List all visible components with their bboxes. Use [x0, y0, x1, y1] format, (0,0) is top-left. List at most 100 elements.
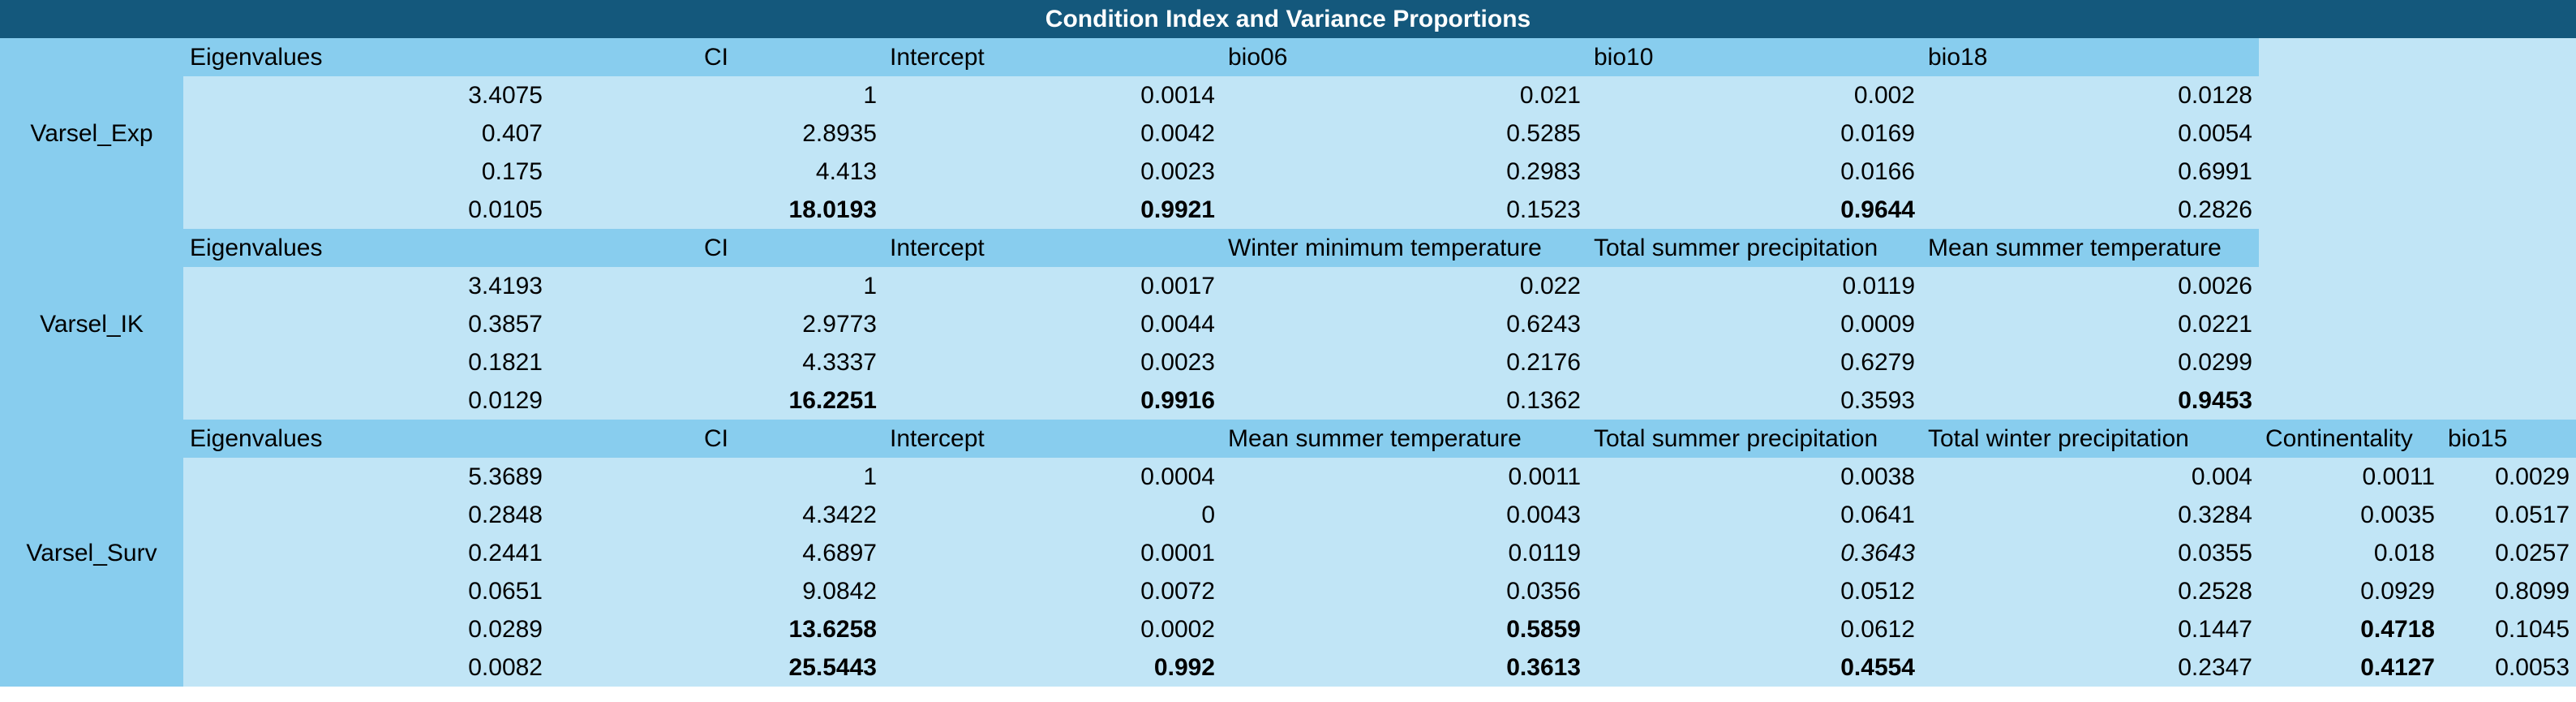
column-header: Eigenvalues	[183, 229, 549, 267]
empty-cell	[2259, 381, 2441, 420]
table-cell: 3.4193	[183, 267, 549, 305]
table-cell: 0.2983	[1221, 153, 1587, 191]
empty-cell	[2259, 305, 2441, 343]
table-cell: 0.5859	[1221, 610, 1587, 648]
column-header: Total summer precipitation	[1587, 420, 1921, 458]
table-cell: 0	[883, 496, 1221, 534]
table-cell: 0.6243	[1221, 305, 1587, 343]
table-cell: 0.0023	[883, 343, 1221, 381]
column-header: Eigenvalues	[183, 420, 549, 458]
empty-cell	[2441, 267, 2576, 305]
table-cell: 0.1447	[1921, 610, 2259, 648]
table-row: 0.2441 4.6897 0.0001 0.0119 0.3643 0.0355 0.01…	[0, 534, 2576, 572]
empty-cell	[2441, 76, 2576, 114]
table-cell: 0.0002	[883, 610, 1221, 648]
table-cell: 4.3337	[549, 343, 883, 381]
table-row: 0.2848 4.3422 0 0.0043 0.0641 0.3284 0.0035 0.0…	[0, 496, 2576, 534]
table-cell: 0.0105	[183, 191, 549, 229]
table-cell: 9.0842	[549, 572, 883, 610]
table-cell: 0.021	[1221, 76, 1587, 114]
column-header: Intercept	[883, 420, 1221, 458]
table-cell: 0.0512	[1587, 572, 1921, 610]
table-cell: 0.0129	[183, 381, 549, 420]
table-cell: 2.8935	[549, 114, 883, 153]
table-row: 0.0129 16.2251 0.9916 0.1362 0.3593 0.9453	[0, 381, 2576, 420]
table-cell: 0.3613	[1221, 648, 1587, 687]
table-title: Condition Index and Variance Proportions	[0, 0, 2576, 38]
column-header: Mean summer temperature	[1921, 229, 2259, 267]
table-cell: 0.0612	[1587, 610, 1921, 648]
condition-index-table: Condition Index and Variance Proportions…	[0, 0, 2576, 687]
empty-cell	[2259, 76, 2441, 114]
table-cell: 0.4718	[2259, 610, 2441, 648]
table-cell: 2.9773	[549, 305, 883, 343]
table-cell: 0.175	[183, 153, 549, 191]
table-cell: 0.0026	[1921, 267, 2259, 305]
table-row: 3.4193 1 0.0017 0.022 0.0119 0.0026	[0, 267, 2576, 305]
column-header: Total summer precipitation	[1587, 229, 1921, 267]
table-row: 3.4075 1 0.0014 0.021 0.002 0.0128	[0, 76, 2576, 114]
table-cell: 0.3284	[1921, 496, 2259, 534]
table-cell: 0.9453	[1921, 381, 2259, 420]
table-cell: 0.2441	[183, 534, 549, 572]
table-cell: 0.0289	[183, 610, 549, 648]
column-header: Intercept	[883, 229, 1221, 267]
table-cell: 4.413	[549, 153, 883, 191]
table-cell: 4.3422	[549, 496, 883, 534]
table-cell: 0.0043	[1221, 496, 1587, 534]
table-cell: 0.9916	[883, 381, 1221, 420]
table-cell: 0.4127	[2259, 648, 2441, 687]
table-cell: 0.8099	[2441, 572, 2576, 610]
table-cell: 0.2176	[1221, 343, 1587, 381]
table-row: 0.0082 25.5443 0.992 0.3613 0.4554 0.2347 0.41…	[0, 648, 2576, 687]
table-row: 0.0105 18.0193 0.9921 0.1523 0.9644 0.2826	[0, 191, 2576, 229]
table-cell: 0.2347	[1921, 648, 2259, 687]
table-row: 0.0289 13.6258 0.0002 0.5859 0.0612 0.1447 0.4…	[0, 610, 2576, 648]
table-cell: 0.0929	[2259, 572, 2441, 610]
table-cell: 0.3593	[1587, 381, 1921, 420]
table-cell: 13.6258	[549, 610, 883, 648]
table-cell: 0.3643	[1587, 534, 1921, 572]
block-header-row: Varsel_Surv Eigenvalues CI Intercept Mean su…	[0, 420, 2576, 687]
table-cell: 0.5285	[1221, 114, 1587, 153]
table-cell: 25.5443	[549, 648, 883, 687]
table-cell: 0.0119	[1221, 534, 1587, 572]
table-cell: 0.0072	[883, 572, 1221, 610]
table-cell: 0.1523	[1221, 191, 1587, 229]
table-cell: 0.0356	[1221, 572, 1587, 610]
empty-cell	[2259, 153, 2441, 191]
title-row: Condition Index and Variance Proportions	[0, 0, 2576, 38]
table-row: 0.407 2.8935 0.0042 0.5285 0.0169 0.0054	[0, 114, 2576, 153]
empty-header-cell	[2441, 38, 2576, 76]
table-cell: 0.0009	[1587, 305, 1921, 343]
table-cell: 0.0042	[883, 114, 1221, 153]
table-cell: 0.0053	[2441, 648, 2576, 687]
empty-header-cell	[2441, 229, 2576, 267]
table-cell: 1	[549, 76, 883, 114]
table-cell: 5.3689	[183, 458, 549, 496]
table-cell: 1	[549, 458, 883, 496]
empty-cell	[2259, 191, 2441, 229]
table-cell: 0.9644	[1587, 191, 1921, 229]
table-cell: 0.0119	[1587, 267, 1921, 305]
table-cell: 0.0221	[1921, 305, 2259, 343]
table-cell: 0.0166	[1587, 153, 1921, 191]
empty-cell	[2441, 381, 2576, 420]
empty-cell	[2441, 343, 2576, 381]
column-header: bio15	[2441, 420, 2576, 458]
table-cell: 0.1362	[1221, 381, 1587, 420]
table-cell: 0.1821	[183, 343, 549, 381]
table-cell: 0.6279	[1587, 343, 1921, 381]
table-cell: 0.2848	[183, 496, 549, 534]
table-row: 5.3689 1 0.0004 0.0011 0.0038 0.004 0.0011 0.00…	[0, 458, 2576, 496]
table-cell: 0.6991	[1921, 153, 2259, 191]
empty-header-cell	[2259, 229, 2441, 267]
table-cell: 0.0651	[183, 572, 549, 610]
empty-cell	[2441, 305, 2576, 343]
table-cell: 0.0517	[2441, 496, 2576, 534]
table-cell: 0.0004	[883, 458, 1221, 496]
table-cell: 0.992	[883, 648, 1221, 687]
block-header-row: Varsel_IK Eigenvalues CI Intercept Winter mi…	[0, 229, 2576, 420]
column-header: Eigenvalues	[183, 38, 549, 76]
column-header: Continentality	[2259, 420, 2441, 458]
